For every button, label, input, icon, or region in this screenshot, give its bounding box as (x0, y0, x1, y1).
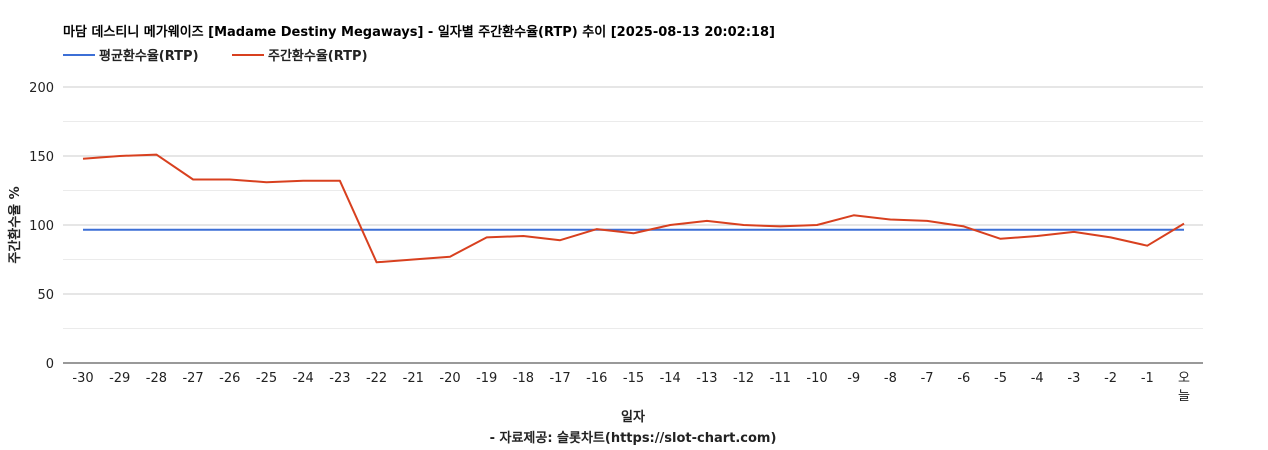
x-tick-label: -14 (660, 371, 681, 386)
x-tick-label: -29 (109, 371, 130, 386)
legend-label-weekly: 주간환수율(RTP) (268, 48, 368, 64)
x-tick-label: -22 (366, 371, 387, 386)
x-tick-label: -26 (219, 371, 240, 386)
y-tick-label: 150 (29, 150, 54, 165)
x-tick-label: -21 (403, 371, 424, 386)
x-tick-label: -12 (733, 371, 754, 386)
x-tick-label: -20 (439, 371, 460, 386)
x-tick-label: -6 (957, 371, 970, 386)
x-tick-label: -30 (72, 371, 93, 386)
x-tick-label: -11 (770, 371, 791, 386)
x-tick-label: -10 (806, 371, 827, 386)
chart-title: 마담 데스티니 메가웨이즈 [Madame Destiny Megaways] … (63, 24, 775, 40)
series-lines (82, 153, 1185, 264)
y-tick-label: 50 (37, 288, 54, 303)
x-axis-title: 일자 (621, 410, 645, 425)
series-line-weekly (82, 153, 1185, 264)
y-tick-label: 0 (46, 357, 54, 372)
source-credit: - 자료제공: 슬롯차트(https://slot-chart.com) (490, 430, 777, 446)
x-tick-label: -1 (1141, 371, 1154, 386)
x-tick-label: -17 (549, 371, 570, 386)
x-tick-label: -13 (696, 371, 717, 386)
x-axis-ticks: -30 -29 -28 -27 -26 -25 -24 -23 -22 -21 -20 -19 -18-… (72, 371, 1190, 404)
x-tick-label: -24 (293, 371, 314, 386)
x-tick-label: -23 (329, 371, 350, 386)
x-tick-label: -25 (256, 371, 277, 386)
x-tick-label: -27 (182, 371, 203, 386)
legend: 평균환수율(RTP) 주간환수율(RTP) (63, 48, 368, 64)
x-tick-label: -2 (1104, 371, 1117, 386)
x-tick-label: -7 (921, 371, 934, 386)
x-tick-label: -3 (1067, 371, 1080, 386)
x-tick-label: -15 (623, 371, 644, 386)
x-tick-label: -9 (847, 371, 860, 386)
x-tick-label: -18 (513, 371, 534, 386)
x-tick-label: -28 (146, 371, 167, 386)
y-axis-ticks: 0 50 100 150 200 (29, 81, 54, 372)
x-tick-label: -8 (884, 371, 897, 386)
y-axis-title: 주간환수율 % (7, 186, 23, 263)
y-tick-label: 100 (29, 219, 54, 234)
x-tick-label: -16 (586, 371, 607, 386)
x-tick-label: -19 (476, 371, 497, 386)
y-tick-label: 200 (29, 81, 54, 96)
legend-label-average: 평균환수율(RTP) (99, 48, 199, 64)
x-tick-label: -5 (994, 371, 1007, 386)
grid (63, 86, 1203, 329)
x-tick-label: -4 (1031, 371, 1044, 386)
